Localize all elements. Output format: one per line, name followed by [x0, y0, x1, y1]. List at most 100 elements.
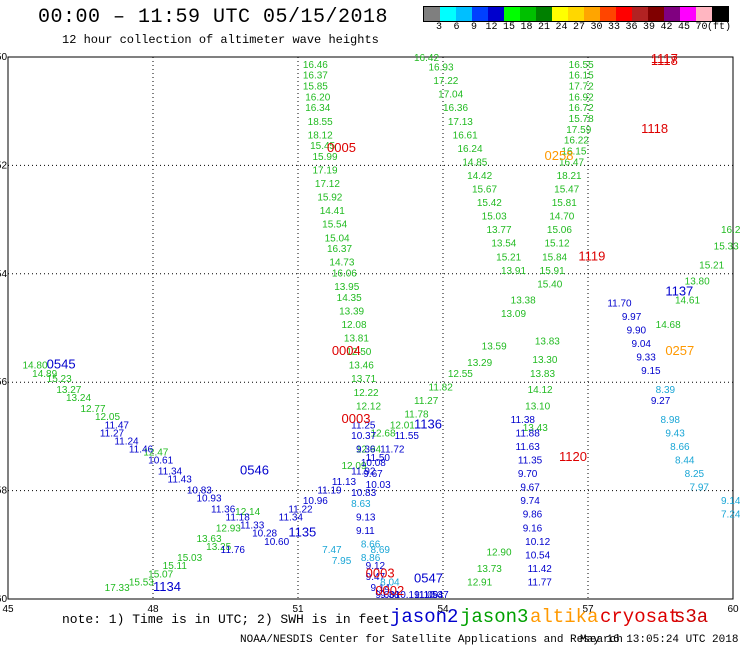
wave-height-label: 16.06 [332, 269, 357, 280]
wave-height-label: 13.81 [344, 334, 369, 345]
colorbar-swatch [440, 7, 456, 21]
wave-height-label: 17.33 [105, 583, 130, 594]
wave-height-label: 8.98 [661, 415, 681, 426]
wave-height-label: 17.13 [448, 117, 473, 128]
wave-height-label: 15.42 [477, 198, 502, 209]
wave-height-label: 13.30 [532, 355, 557, 366]
pass-time-label: 0003 [342, 411, 371, 426]
colorbar-label: (ft) [706, 22, 732, 33]
wave-height-label: 10.12 [525, 537, 550, 548]
wave-height-label: 9.86 [523, 510, 543, 521]
pass-time-label: 0257 [665, 343, 694, 358]
wave-height-label: 16.22 [564, 136, 589, 147]
wave-height-label: 15.84 [542, 252, 567, 263]
wave-height-label: 8.39 [656, 385, 676, 396]
colorbar-swatch [616, 7, 632, 21]
wave-height-label: 15.23 [47, 374, 72, 385]
colorbar-label: 30 [590, 22, 603, 33]
wave-height-label: 13.09 [501, 309, 526, 320]
wave-height-label: 15.03 [482, 212, 507, 223]
wave-height-label: 7.97 [690, 483, 710, 494]
pass-time-label: 0004 [332, 343, 361, 358]
colorbar-label: 12 [485, 22, 498, 33]
wave-height-label: 11.22 [288, 504, 313, 515]
wave-height-label: 14.35 [337, 293, 362, 304]
pass-time-label: 1118 [651, 53, 678, 68]
wave-height-label: 14.89 [32, 369, 57, 380]
wave-height-label: 13.24 [66, 393, 91, 404]
pass-time-label: 1120 [559, 449, 587, 464]
wave-height-label: 15.54 [322, 220, 347, 231]
wave-height-label: 15.47 [554, 185, 579, 196]
wave-height-label: 12.93 [216, 523, 241, 534]
wave-height-label: 13.59 [482, 342, 507, 353]
wave-height-label: 13.80 [685, 277, 710, 288]
wave-height-label: 15.85 [303, 82, 328, 93]
wave-height-label: 10.37 [351, 431, 376, 442]
wave-height-label: 16.15 [561, 147, 586, 158]
wave-height-label: 10.83 [187, 485, 212, 496]
colorbar-label: 27 [572, 22, 586, 33]
wave-height-label: 16.47 [559, 157, 584, 168]
wave-height-label: 13.43 [523, 423, 548, 434]
colorbar-swatch [600, 7, 616, 21]
wave-height-label: 11.55 [395, 431, 420, 442]
colorbar-swatch [472, 7, 488, 21]
colorbar-label: 42 [660, 22, 673, 33]
wave-height-label: 13.73 [477, 564, 502, 575]
wave-height-label: 16.55 [569, 60, 594, 71]
legend-jason2: jason2 [390, 606, 459, 628]
wave-height-label: 13.46 [349, 361, 374, 372]
wave-height-label: 8.66 [670, 442, 690, 453]
wave-height-label: 9.14 [371, 583, 391, 594]
wave-height-label: 9.67 [363, 469, 383, 480]
wave-height-label: 15.40 [537, 279, 562, 290]
wave-height-label: 15.78 [569, 114, 594, 125]
wave-height-label: 12.05 [95, 412, 120, 423]
wave-height-label: 12.90 [487, 548, 512, 559]
wave-height-label: 13.27 [56, 385, 81, 396]
wave-height-label: 11.63 [516, 442, 541, 453]
pass-time-label: 0005 [327, 140, 356, 155]
colorbar-label: 15 [502, 22, 516, 33]
wave-height-label: 12.77 [81, 404, 106, 415]
wave-height-label: 11.54 [419, 590, 444, 601]
colorbar-label: 21 [537, 22, 551, 33]
wave-height-label: 11.46 [129, 445, 154, 456]
wave-height-label: 13.83 [530, 369, 555, 380]
legend-s3a: s3a [674, 606, 709, 628]
wave-height-label: 11.24 [114, 437, 139, 448]
wave-height-label: 7.47 [322, 545, 342, 556]
wave-height-label: 11.38 [511, 415, 536, 426]
wave-height-label: 16.46 [303, 60, 328, 71]
wave-height-label: 15.04 [325, 233, 350, 244]
wave-height-label: 18.55 [308, 117, 333, 128]
wave-height-label: 16.72 [569, 103, 594, 114]
wave-height-label: 16.61 [453, 130, 478, 141]
wave-height-label: 9.67 [520, 483, 540, 494]
wave-height-label: 17.72 [569, 82, 594, 93]
colorbar-swatch [664, 7, 680, 21]
plot-frame [7, 56, 734, 600]
wave-height-label: 14.85 [462, 157, 487, 168]
colorbar-swatch [424, 7, 440, 21]
wave-height-label: 14.68 [656, 320, 681, 331]
wave-height-label: 16.24 [458, 144, 483, 155]
wave-height-label: 13.25 [206, 542, 231, 553]
wave-height-label: 13.95 [334, 282, 359, 293]
wave-height-label: 13.10 [525, 401, 550, 412]
wave-height-label: 11.42 [528, 564, 553, 575]
footnote: note: 1) Time is in UTC; 2) SWH is in fe… [62, 612, 390, 627]
wave-height-label: 16.20 [305, 92, 330, 103]
pass-time-label: 1136 [414, 416, 442, 431]
colorbar-swatch [504, 7, 520, 21]
wave-height-label: 8.86 [361, 553, 381, 564]
colorbar-swatch [680, 7, 696, 21]
colorbar-swatch [584, 7, 600, 21]
wave-height-label: 8.66 [361, 540, 381, 551]
wave-height-label: 15.03 [177, 553, 202, 564]
wave-height-label: 17.22 [433, 76, 458, 87]
wave-height-label: 11.77 [528, 577, 553, 588]
wave-height-label: 13.29 [467, 358, 492, 369]
pass-time-label: 1137 [665, 283, 693, 298]
